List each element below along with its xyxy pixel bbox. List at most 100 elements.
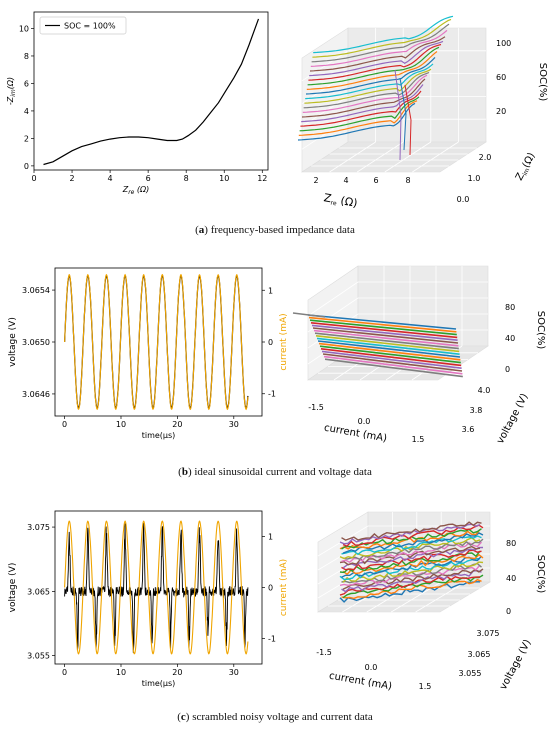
series-line <box>323 355 463 375</box>
x-tick-label: 10 <box>116 420 126 429</box>
series-line <box>292 312 326 318</box>
caption-a: (a) frequency-based impedance data <box>195 224 355 236</box>
series-line <box>342 553 484 576</box>
series-line <box>298 100 418 136</box>
series-line <box>304 68 432 104</box>
y2-tick-label: 1 <box>268 286 273 295</box>
x-tick-label: 8 <box>405 176 410 185</box>
z-tick-label: 100 <box>496 39 511 48</box>
chart-a-right: 2 4 6 8 0.0 1.0 2.0 20 60 100 Zre (Ω) Zim(Ω) SOC(%) <box>297 15 548 211</box>
series-line <box>313 15 454 54</box>
grid-line <box>307 281 359 317</box>
series-line <box>300 90 422 127</box>
y-axis-label: voltage (V) <box>8 563 18 613</box>
series-line <box>308 43 442 81</box>
series-line <box>341 541 483 564</box>
series-line <box>317 340 461 358</box>
series-line <box>321 350 462 369</box>
y2-tick-label: -1 <box>268 390 276 399</box>
series-line <box>301 78 426 118</box>
x-tick-label: 30 <box>229 668 239 677</box>
z-tick-label: 20 <box>496 107 506 116</box>
chart-c-left: 0 10 20 30 3.055 3.065 3.075 -1 0 1 time(µs) voltag… <box>8 510 289 688</box>
y-tick-label: 0.0 <box>457 195 470 204</box>
series-line <box>341 521 482 541</box>
series-line <box>311 324 458 341</box>
y-tick-label: 3.065 <box>27 587 50 596</box>
x-tick-label: 1.5 <box>412 435 425 444</box>
series-line <box>309 36 446 72</box>
series-line <box>305 63 434 100</box>
y-tick-label: 3.0654 <box>22 286 50 295</box>
x-tick-label: 4 <box>343 176 348 185</box>
grid-line <box>329 141 376 173</box>
series-line <box>302 74 428 113</box>
series-soc-100-line <box>43 18 260 166</box>
series-line <box>318 342 461 361</box>
series-line <box>312 18 452 58</box>
x-tick-label: -1.5 <box>308 403 324 412</box>
y-axis-label: voltage (V) <box>498 638 534 692</box>
x-axis-label: Zre (Ω) <box>323 191 359 211</box>
series-line <box>339 545 481 566</box>
grid-line <box>415 581 466 613</box>
caption-c: (c) scrambled noisy voltage and current … <box>177 711 373 723</box>
grid-line <box>356 141 404 173</box>
series-line <box>324 358 463 378</box>
series-line <box>404 84 412 156</box>
z-tick-label: 40 <box>505 334 515 343</box>
y-tick-label: 3.6 <box>462 425 475 434</box>
chart-a-left: 0 2 4 6 8 10 12 0 2 4 6 8 10 SOC = 100% Zre (Ω) -Zim(Ω) <box>6 11 269 196</box>
grid-line <box>384 141 432 173</box>
y2-axis-label: current (mA) <box>279 313 289 370</box>
x-tick-label: 8 <box>184 174 189 183</box>
z-tick-label: 80 <box>505 303 515 312</box>
grid-line <box>317 525 369 557</box>
series-line <box>310 322 458 339</box>
y2-tick-label: 0 <box>268 338 273 347</box>
z-axis-label: SOC(%) <box>535 555 546 594</box>
floor-panel <box>300 141 488 173</box>
series-line <box>301 84 424 123</box>
y-tick-label: 6 <box>24 79 29 88</box>
series-line <box>303 72 430 109</box>
x-axis-label: current (mA) <box>328 671 393 693</box>
y-tick-label: 0 <box>24 162 29 171</box>
chart-b-left: 0 10 20 30 3.0646 3.0650 3.0654 -1 0 1 time(µs) vol… <box>8 267 289 440</box>
y-tick-label: 2 <box>24 134 29 143</box>
y2-tick-label: -1 <box>268 635 276 644</box>
series-line <box>309 319 457 336</box>
chart-c-right: -1.5 0.0 1.5 3.055 3.065 3.075 0 40 80 current (m… <box>316 511 546 693</box>
x-tick-label: 10 <box>116 668 126 677</box>
series-line <box>307 46 440 86</box>
y2-axis-label: current (mA) <box>279 559 289 616</box>
z-tick-label: 40 <box>506 574 516 583</box>
y-tick-label: 3.075 <box>477 629 500 638</box>
z-axis-label: SOC(%) <box>535 311 546 350</box>
series-line <box>311 23 450 63</box>
grid-line <box>412 141 459 173</box>
grid-line <box>366 581 418 613</box>
y-tick-label: 3.065 <box>468 650 491 659</box>
series-line <box>306 51 438 90</box>
y2-tick-label: 0 <box>268 584 273 593</box>
x-axis-label: time(µs) <box>142 431 176 440</box>
series-line <box>314 332 459 350</box>
grid-line <box>385 345 437 381</box>
series-line <box>339 564 481 587</box>
series-line <box>312 327 459 344</box>
x-tick-label: 4 <box>108 174 113 183</box>
series-voltage-line <box>64 522 249 653</box>
x-axis-label: Zre (Ω) <box>122 185 150 196</box>
series-line <box>316 337 460 355</box>
x-tick-label: 0.0 <box>358 417 371 426</box>
series-line <box>319 345 461 364</box>
axes-frame <box>33 11 269 171</box>
series-line <box>308 316 457 333</box>
x-tick-label: 6 <box>146 174 151 183</box>
series-current-line <box>64 273 249 411</box>
series-line <box>322 353 463 372</box>
series-line <box>309 40 444 77</box>
x-tick-label: 0.0 <box>365 663 378 672</box>
y-tick-label: 4 <box>24 107 29 116</box>
